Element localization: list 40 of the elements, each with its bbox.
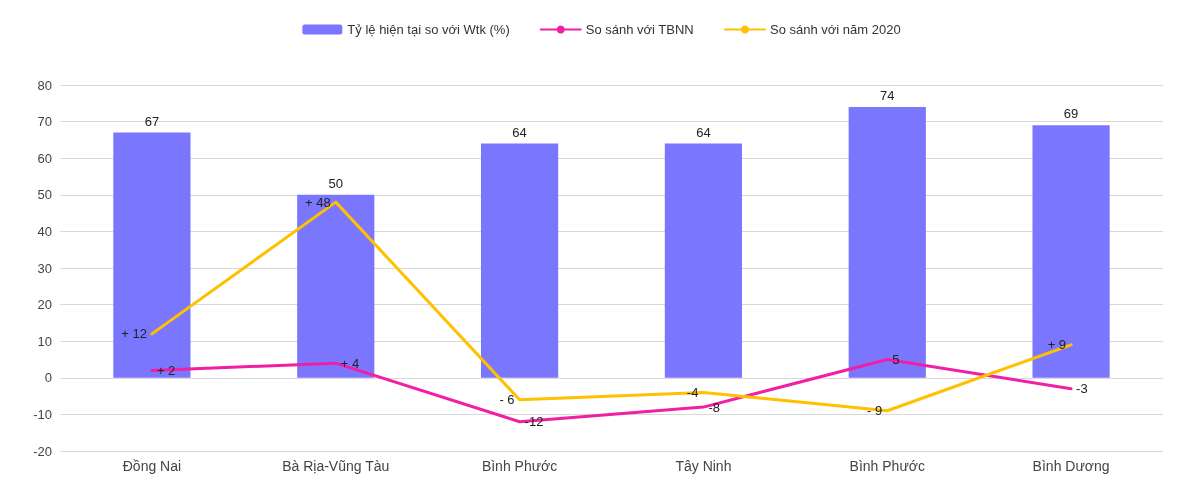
y-tick-label: 80	[37, 77, 52, 93]
data-label: + 4	[340, 355, 360, 371]
legend-label: So sánh với năm 2020	[769, 22, 901, 37]
legend-label: So sánh với TBNN	[585, 22, 694, 37]
x-tick-label: Tây Ninh	[675, 458, 732, 474]
data-label: 5	[892, 352, 900, 367]
x-tick-label: Đồng Nai	[122, 458, 182, 474]
y-tick-label: 10	[37, 333, 52, 349]
data-label: 64	[512, 124, 527, 140]
y-tick-label: 40	[37, 223, 52, 239]
legend-label: Tỷ lệ hiện tại so với Wtk (%)	[347, 22, 510, 37]
bar	[297, 194, 375, 378]
bar	[664, 143, 743, 378]
y-tick-label: 50	[37, 187, 52, 203]
data-label: -3	[1076, 381, 1088, 397]
data-label: + 2	[156, 362, 176, 378]
data-label: - 6	[499, 392, 515, 408]
data-label: 64	[696, 124, 711, 140]
data-label: 69	[1063, 106, 1079, 122]
y-tick-label: -10	[33, 406, 52, 422]
y-tick-label: 20	[37, 297, 52, 313]
y-tick-label: 60	[37, 150, 52, 166]
y-tick-label: 70	[37, 114, 52, 130]
bar	[848, 106, 926, 378]
data-label: + 48	[305, 194, 331, 210]
bar	[113, 132, 191, 378]
bar	[1032, 125, 1110, 378]
data-label: 74	[880, 87, 895, 103]
y-tick-label: 30	[37, 260, 52, 276]
line-series	[150, 200, 1073, 413]
x-tick-label: Bình Phước	[481, 458, 558, 474]
x-tick-label: Bình Phước	[849, 458, 925, 474]
y-tick-label: 0	[44, 370, 52, 386]
bar	[480, 143, 559, 378]
data-label: + 12	[121, 326, 147, 342]
data-label: 67	[144, 113, 160, 129]
x-tick-label: Bình Dương	[1032, 458, 1110, 474]
x-tick-label: Bà Rịa-Vũng Tàu	[282, 458, 390, 474]
data-label: 50	[328, 175, 343, 191]
y-tick-label: -20	[33, 443, 52, 459]
